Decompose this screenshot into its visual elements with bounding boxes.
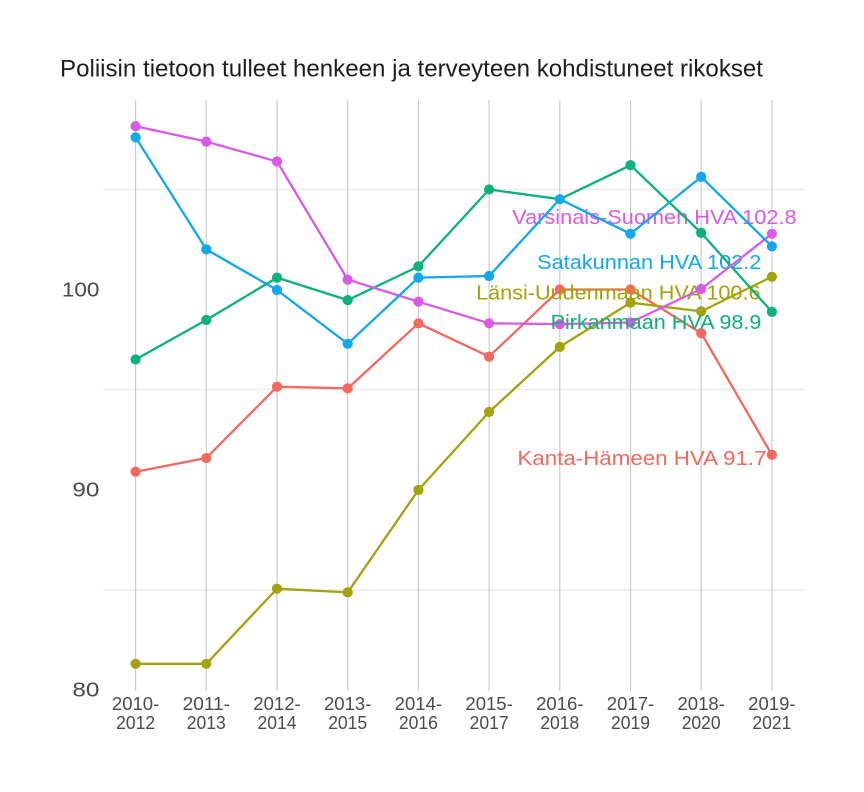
- svg-text:2021: 2021: [752, 713, 791, 733]
- svg-text:2012-: 2012-: [253, 694, 300, 714]
- svg-text:90: 90: [72, 480, 99, 502]
- svg-text:2013-: 2013-: [324, 694, 371, 714]
- svg-text:2013: 2013: [187, 713, 226, 733]
- svg-text:Pirkanmaan HVA 98.9: Pirkanmaan HVA 98.9: [551, 312, 762, 334]
- svg-text:2019-: 2019-: [748, 694, 795, 714]
- svg-text:2016: 2016: [399, 713, 438, 733]
- svg-text:2015: 2015: [328, 713, 367, 733]
- svg-text:2018: 2018: [540, 713, 579, 733]
- svg-text:2019: 2019: [611, 713, 650, 733]
- svg-text:Satakunnan HVA 102.2: Satakunnan HVA 102.2: [537, 252, 761, 274]
- svg-text:2010-: 2010-: [112, 694, 159, 714]
- svg-text:Länsi-Uudenmaan HVA 100.6: Länsi-Uudenmaan HVA 100.6: [476, 282, 760, 304]
- svg-text:Kanta-Hämeen HVA 91.7: Kanta-Hämeen HVA 91.7: [517, 448, 766, 470]
- svg-text:2016-: 2016-: [536, 694, 583, 714]
- svg-text:Varsinais-Suomen HVA 102.8: Varsinais-Suomen HVA 102.8: [512, 207, 796, 229]
- svg-text:2018-: 2018-: [678, 694, 725, 714]
- svg-text:2011-: 2011-: [183, 694, 230, 714]
- svg-text:80: 80: [72, 680, 99, 702]
- svg-text:2012: 2012: [116, 713, 155, 733]
- svg-text:2017: 2017: [470, 713, 509, 733]
- svg-text:100: 100: [62, 280, 100, 302]
- svg-text:2020: 2020: [682, 713, 721, 733]
- svg-text:2015-: 2015-: [465, 694, 512, 714]
- svg-text:2014: 2014: [258, 713, 297, 733]
- svg-text:2014-: 2014-: [395, 694, 442, 714]
- svg-text:Poliisin tietoon tulleet henke: Poliisin tietoon tulleet henkeen ja terv…: [60, 56, 763, 83]
- svg-text:2017-: 2017-: [607, 694, 654, 714]
